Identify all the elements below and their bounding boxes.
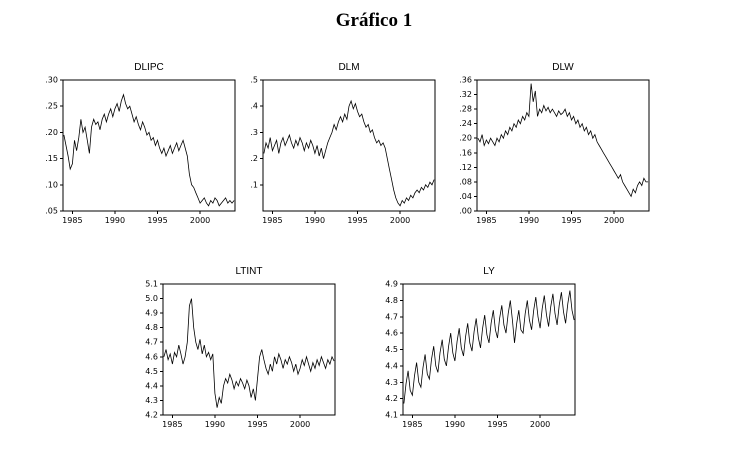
dlipc-plot: .05 .10 .15 .20 .25 .30 1985 1990 1995 2000 [36,75,242,227]
y-tick-label: .36 [459,76,472,85]
y-tick-label: .24 [459,119,472,128]
y-tick-label: .3 [250,128,258,137]
chart-title-dlm: DLM [338,62,360,73]
x-tick-label: 1990 [105,216,125,225]
x-tick-label: 1990 [205,420,225,429]
x-tick-label: 1985 [402,420,422,429]
y-tick-label: 4.5 [145,367,158,376]
chart-ly: LY 4.1 4.2 4.3 4.4 4.5 4.6 4.7 4.8 4.9 1985 1990 19… [376,264,582,431]
ltint-svg: 4.2 4.3 4.4 4.5 4.6 4.7 4.8 4.9 5.0 5.1 1985 1990 19… [145,280,336,429]
y-tick-label: .05 [45,207,58,216]
dlipc-svg: .05 .10 .15 .20 .25 .30 1985 1990 1995 2000 [45,76,236,225]
x-tick-label: 1985 [262,216,282,225]
chart-title-dlipc: DLIPC [134,62,164,73]
y-tick-label: 5.0 [145,294,158,303]
series-line [263,99,435,207]
ly-svg: 4.1 4.2 4.3 4.4 4.5 4.6 4.7 4.8 4.9 1985 1990 1995 2… [385,280,576,429]
plot-box [62,79,236,212]
plot-box [262,79,436,212]
x-tick-label: 1990 [445,420,465,429]
x-tick-label: 1985 [62,216,82,225]
y-tick-label: 4.9 [385,280,398,289]
chart-ltint: LTINT 4.2 4.3 4.4 4.5 4.6 4.7 4.8 4.9 5.0 5.1 1985… [136,264,342,431]
y-tick-label: .32 [459,90,472,99]
y-tick-label: 4.8 [145,323,158,332]
figure-title: Gráfico 1 [335,10,413,31]
y-tick-label: .5 [250,76,258,85]
chart-dlw: DLW .00 .04 .08 .12 .16 .20 .24 .28 .32 .36 1985 19… [450,60,656,227]
x-tick-label: 1990 [305,216,325,225]
y-tick-label: 4.4 [145,381,158,390]
x-tick-label: 2000 [390,216,410,225]
y-tick-label: .25 [45,102,58,111]
y-tick-label: 4.1 [385,411,398,420]
y-tick-label: .1 [250,180,258,189]
x-tick-label: 2000 [290,420,310,429]
x-tick-label: 1995 [561,216,581,225]
x-tick-label: 2000 [604,216,624,225]
y-tick-label: 4.9 [145,309,158,318]
series-line [403,290,575,404]
y-tick-label: .12 [459,163,472,172]
dlw-svg: .00 .04 .08 .12 .16 .20 .24 .28 .32 .36 1985 1990 19… [459,76,650,225]
dlm-svg: .1 .2 .3 .4 .5 1985 1990 1995 2000 [250,76,436,225]
y-tick-label: 4.6 [145,352,158,361]
chart-title-dlw: DLW [552,62,574,73]
x-tick-label: 1995 [247,420,267,429]
y-tick-label: 4.7 [385,312,398,321]
x-tick-label: 1995 [487,420,507,429]
x-tick-label: 1995 [147,216,167,225]
y-tick-label: 4.4 [385,361,398,370]
y-tick-label: .15 [45,154,58,163]
y-tick-label: 4.5 [385,345,398,354]
x-tick-label: 2000 [530,420,550,429]
x-tick-label: 1985 [476,216,496,225]
ltint-plot: 4.2 4.3 4.4 4.5 4.6 4.7 4.8 4.9 5.0 5.1 1985 1990 19… [136,279,342,431]
plot-box [162,283,336,416]
y-tick-label: .20 [459,134,472,143]
x-tick-label: 1995 [347,216,367,225]
y-tick-label: 4.7 [145,338,158,347]
dlw-plot: .00 .04 .08 .12 .16 .20 .24 .28 .32 .36 1985 1990 19… [450,75,656,227]
y-tick-label: .16 [459,148,472,157]
plot-box [476,79,650,212]
dlm-plot: .1 .2 .3 .4 .5 1985 1990 1995 2000 [236,75,442,227]
y-tick-label: 4.3 [145,396,158,405]
y-tick-label: 4.2 [145,411,158,420]
y-tick-label: 4.8 [385,296,398,305]
y-tick-label: .2 [250,154,258,163]
x-tick-label: 1985 [162,420,182,429]
chart-title-ltint: LTINT [235,266,263,277]
y-tick-label: .04 [459,192,472,201]
series-line [63,93,235,207]
series-line [477,83,649,198]
ly-plot: 4.1 4.2 4.3 4.4 4.5 4.6 4.7 4.8 4.9 1985 1990 1995 2… [376,279,582,431]
x-tick-label: 1990 [519,216,539,225]
y-tick-label: .08 [459,177,472,186]
y-tick-label: .10 [45,180,58,189]
x-tick-label: 2000 [190,216,210,225]
chart-dlipc: DLIPC .05 .10 .15 .20 .25 .30 1985 1990 1995 2000 [36,60,242,227]
y-tick-label: 4.6 [385,329,398,338]
plot-box [402,283,576,416]
series-line [163,298,335,408]
y-tick-label: .28 [459,105,472,114]
chart-title-ly: LY [483,266,495,277]
y-tick-label: .30 [45,76,58,85]
chart-dlm: DLM .1 .2 .3 .4 .5 1985 1990 1995 2000 [236,60,442,227]
y-tick-label: 4.2 [385,394,398,403]
y-tick-label: .20 [45,128,58,137]
y-tick-label: 5.1 [145,280,158,289]
y-tick-label: 4.3 [385,378,398,387]
y-tick-label: .00 [459,207,472,216]
y-tick-label: .4 [250,102,258,111]
